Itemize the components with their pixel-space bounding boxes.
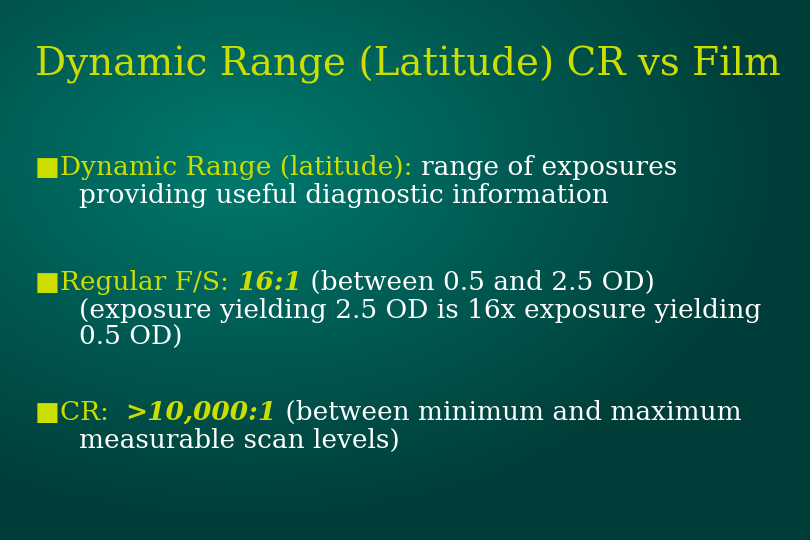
Text: 0.5 OD): 0.5 OD) [79,325,182,350]
Text: ■: ■ [35,155,60,181]
Text: Dynamic Range (latitude):: Dynamic Range (latitude): [60,155,421,180]
Text: >10,000:1: >10,000:1 [126,400,277,425]
Text: (exposure yielding 2.5 OD is 16x exposure yielding: (exposure yielding 2.5 OD is 16x exposur… [79,298,761,322]
Text: (between 0.5 and 2.5 OD): (between 0.5 and 2.5 OD) [302,270,655,295]
Text: providing useful diagnostic information: providing useful diagnostic information [79,183,609,207]
Text: 16:1: 16:1 [237,270,302,295]
Text: (between minimum and maximum: (between minimum and maximum [277,400,741,425]
Text: Regular F/S:: Regular F/S: [60,270,237,295]
Text: ■: ■ [35,270,60,296]
Text: measurable scan levels): measurable scan levels) [79,428,400,453]
Text: ■: ■ [35,400,60,426]
Text: Dynamic Range (Latitude) CR vs Film: Dynamic Range (Latitude) CR vs Film [35,46,781,84]
Text: CR:: CR: [60,400,126,425]
Text: range of exposures: range of exposures [421,155,677,180]
